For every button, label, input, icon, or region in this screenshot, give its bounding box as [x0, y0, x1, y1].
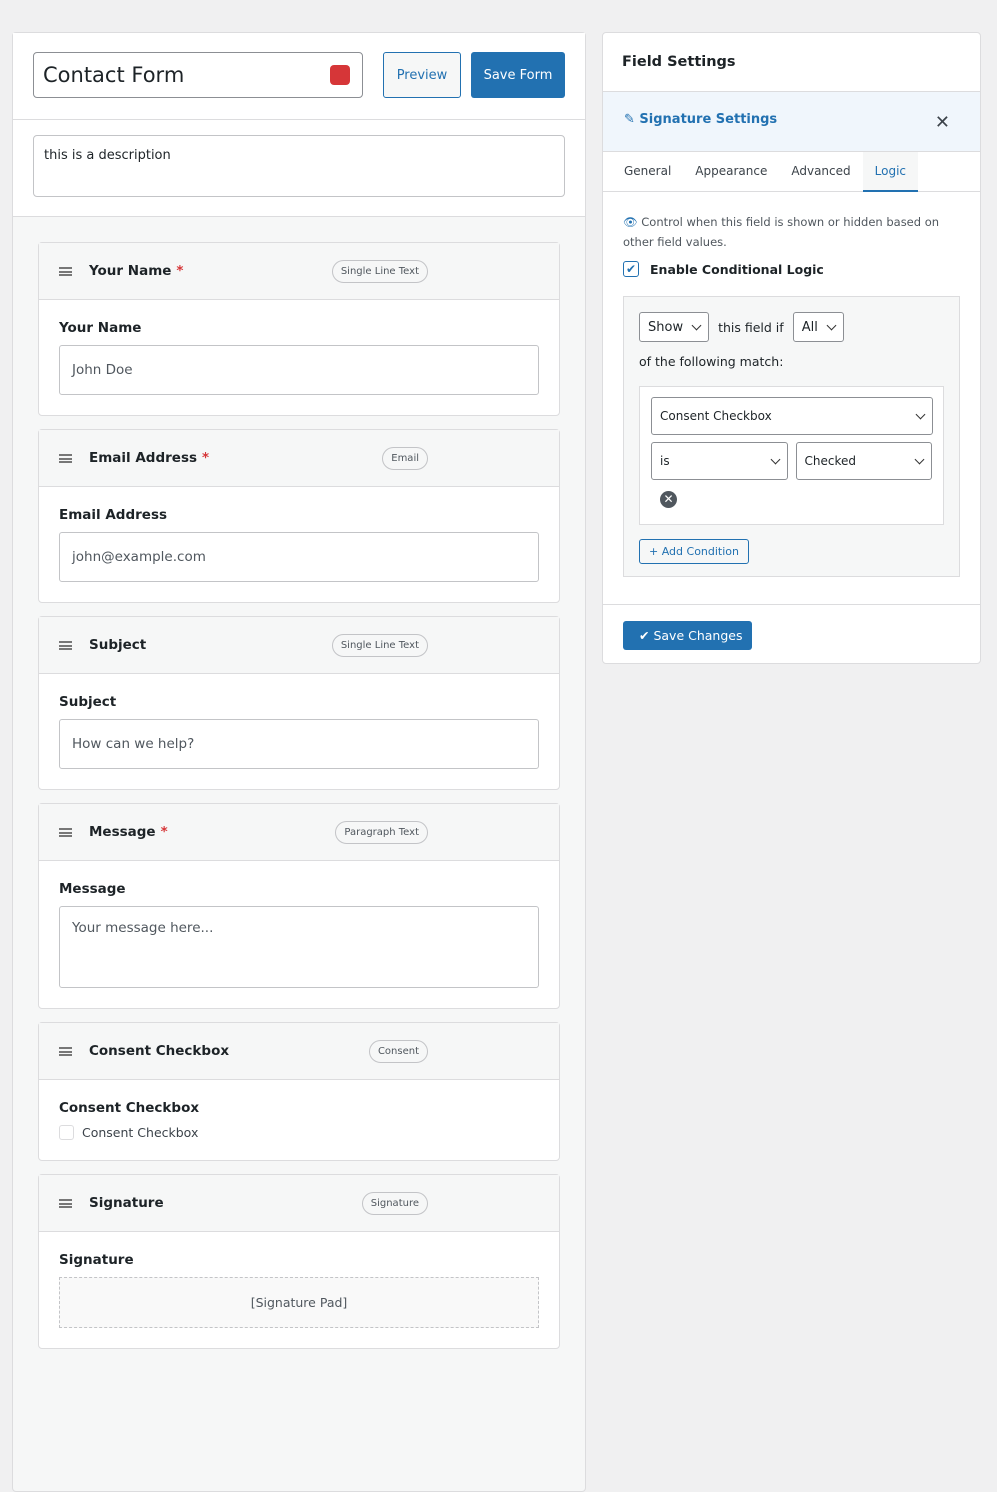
field-header: Subject Single Line Text: [39, 617, 559, 674]
field-card[interactable]: Subject Single Line Text Subject How can we…: [38, 616, 560, 790]
form-title-input[interactable]: Contact Form: [33, 52, 363, 98]
field-type: Single Line Text: [331, 633, 428, 657]
checkbox-row[interactable]: Consent Checkbox: [59, 1125, 539, 1140]
enable-label: Enable Conditional Logic: [650, 261, 824, 277]
field-type: Single Line Text: [331, 259, 428, 283]
required-mark: *: [160, 824, 168, 840]
field-list: Your Name * Single Line Text Your Name John …: [13, 217, 585, 1349]
required-mark: *: [176, 263, 184, 279]
section-title: Signature Settings: [639, 112, 778, 127]
logic-panel: 👁 Control when this field is shown or hi…: [603, 192, 980, 597]
field-label: Message: [59, 881, 126, 897]
field-header: Signature Signature: [39, 1175, 559, 1232]
text-input[interactable]: john@example.com: [59, 532, 539, 582]
textarea[interactable]: Your message here...: [59, 906, 539, 988]
settings-section: ✎ Signature Settings ✕: [603, 92, 980, 152]
logic-box: Show this field if All of the following …: [623, 296, 960, 577]
field-select[interactable]: Consent Checkbox: [651, 397, 933, 435]
match-select[interactable]: All: [792, 312, 844, 342]
icon: [330, 65, 350, 85]
drag-handle[interactable]: [59, 640, 72, 650]
field-card[interactable]: Email Address * Email Email Address john@exa…: [38, 429, 560, 603]
eye-icon: 👁: [623, 215, 638, 229]
checkbox[interactable]: ✔: [623, 261, 639, 277]
drag-handle[interactable]: [59, 827, 72, 837]
field-header: Consent Checkbox Consent: [39, 1023, 559, 1080]
checkbox-text: Consent Checkbox: [82, 1125, 199, 1140]
tab[interactable]: Logic: [862, 152, 919, 192]
field-label: Signature: [59, 1252, 134, 1268]
action-select[interactable]: Show: [639, 312, 710, 342]
field-settings: Field Settings ✎ Signature Settings ✕ Gen…: [602, 32, 981, 664]
text-input[interactable]: John Doe: [59, 345, 539, 395]
description-area: this is a description: [13, 120, 585, 217]
text-input[interactable]: How can we help?: [59, 719, 539, 769]
field-label: Subject: [59, 694, 117, 710]
logic-description: 👁 Control when this field is shown or hi…: [623, 212, 960, 252]
operator-select[interactable]: is: [651, 442, 788, 480]
enable-row[interactable]: ✔ Enable Conditional Logic: [623, 261, 960, 277]
field-name: Email Address: [89, 450, 198, 466]
drag-handle[interactable]: [59, 453, 72, 463]
form-header: Contact Form Preview Save Form: [13, 33, 585, 120]
field-name: Consent Checkbox: [89, 1043, 230, 1059]
field-header: Your Name * Single Line Text: [39, 243, 559, 300]
field-name: Message: [89, 824, 156, 840]
condition-row: is Checked: [651, 442, 932, 480]
rule-row: Show this field if All: [639, 312, 944, 342]
field-card[interactable]: Signature Signature Signature [Signature Pa…: [38, 1174, 560, 1349]
field-label: Email Address: [59, 507, 168, 523]
tab[interactable]: Appearance: [695, 164, 768, 178]
field-label: Your Name: [59, 320, 142, 336]
field-name: Subject: [89, 637, 147, 653]
field-type: Email: [382, 446, 428, 470]
required-mark: *: [202, 450, 210, 466]
description-text: Control when this field is shown or hidd…: [623, 215, 940, 249]
form-editor: Contact Form Preview Save Form this is a…: [12, 32, 586, 1492]
remove-button[interactable]: ✕: [660, 491, 677, 508]
field-header: Email Address * Email: [39, 430, 559, 487]
signature-pad[interactable]: [Signature Pad]: [59, 1277, 539, 1328]
field-card[interactable]: Message * Paragraph Text Message Your messag…: [38, 803, 560, 1009]
field-body: Signature [Signature Pad]: [39, 1232, 559, 1348]
field-type: Consent: [368, 1039, 428, 1063]
drag-handle[interactable]: [59, 1198, 72, 1208]
field-body: Subject How can we help?: [39, 674, 559, 789]
save-form-button[interactable]: Save Form: [471, 52, 565, 98]
description-input[interactable]: this is a description: [33, 135, 565, 197]
save-changes-button[interactable]: ✔ Save Changes: [623, 621, 753, 650]
tab[interactable]: Advanced: [791, 164, 851, 178]
field-type: Paragraph Text: [335, 820, 428, 844]
preview-button[interactable]: Preview: [383, 52, 461, 98]
field-card[interactable]: Consent Checkbox Consent Consent Checkbox C…: [38, 1022, 560, 1161]
field-body: Email Address john@example.com: [39, 487, 559, 602]
field-header: Message * Paragraph Text: [39, 804, 559, 861]
form-title: Contact Form: [43, 63, 185, 87]
field-body: Message Your message here...: [39, 861, 559, 1008]
add-condition-button[interactable]: + Add Condition: [639, 539, 750, 564]
field-card[interactable]: Your Name * Single Line Text Your Name John …: [38, 242, 560, 416]
add-condition-label: Add Condition: [661, 545, 740, 558]
connector: this field if: [718, 319, 784, 335]
tabs: General Appearance Advanced Logic: [603, 152, 980, 192]
value-select[interactable]: Checked: [795, 442, 932, 480]
save-changes-label: Save Changes: [653, 628, 743, 643]
field-body: Your Name John Doe: [39, 300, 559, 415]
settings-footer: ✔ Save Changes: [603, 604, 980, 663]
drag-handle[interactable]: [59, 266, 72, 276]
field-type: Signature: [361, 1191, 428, 1215]
condition: Consent Checkbox is Checked ✕: [639, 386, 944, 525]
field-body: Consent Checkbox Consent Checkbox: [39, 1080, 559, 1160]
settings-title: Field Settings: [603, 33, 980, 92]
field-name: Signature: [89, 1195, 164, 1211]
close-button[interactable]: ✕: [934, 112, 950, 133]
tab[interactable]: General: [624, 164, 672, 178]
checkbox[interactable]: [59, 1125, 74, 1140]
field-name: Your Name: [89, 263, 172, 279]
match-suffix: of the following match:: [639, 354, 784, 369]
field-label: Consent Checkbox: [59, 1100, 200, 1116]
drag-handle[interactable]: [59, 1046, 72, 1056]
